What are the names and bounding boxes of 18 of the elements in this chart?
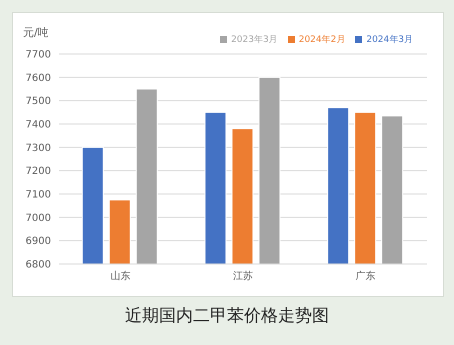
- y-tick-label: 7100: [26, 190, 51, 201]
- y-tick-label: 7700: [26, 50, 51, 61]
- y-axis-title: 元/吨: [23, 25, 49, 40]
- y-tick-label: 7300: [26, 142, 51, 154]
- text: 近期国内二甲苯价格走势图: [124, 305, 330, 327]
- y-tick-label: 7200: [26, 166, 51, 178]
- y-tick-label: 6900: [26, 236, 51, 248]
- x-tick-label: 江苏: [233, 270, 253, 282]
- y-tick-label: 7400: [26, 120, 51, 131]
- legend-label: 2023年3月: [231, 35, 278, 45]
- x-tick-label: 山东: [110, 270, 130, 282]
- x-tick-label: 广东: [356, 270, 376, 282]
- y-tick-label: 6800: [26, 260, 51, 271]
- y-tick-label: 7000: [26, 212, 51, 224]
- legend-label: 2024年2月: [298, 35, 346, 45]
- y-tick-label: 7600: [26, 72, 51, 84]
- legend-label: 2024年3月: [366, 35, 413, 45]
- y-tick-label: 7500: [26, 96, 51, 108]
